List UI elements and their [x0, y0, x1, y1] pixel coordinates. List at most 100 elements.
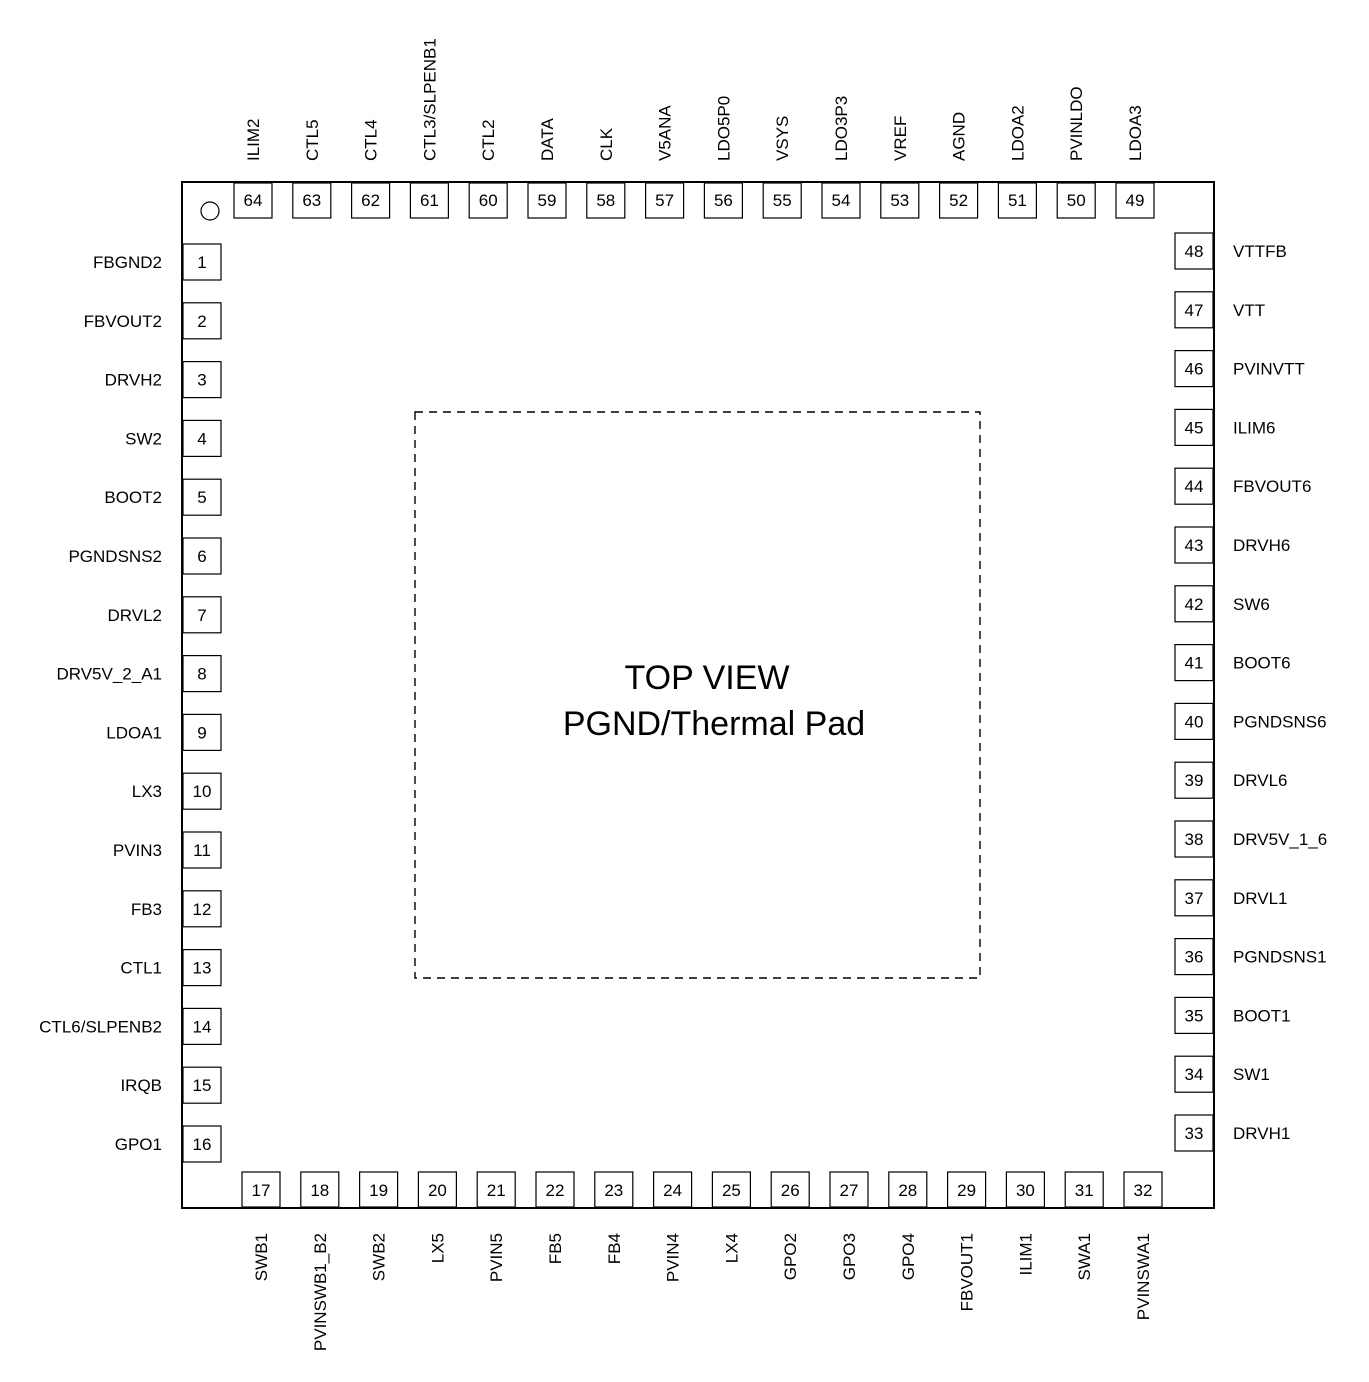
pin-name: LX4 [722, 1233, 741, 1263]
pin-name: PGNDSNS6 [1233, 712, 1327, 731]
pin-number: 6 [197, 547, 206, 566]
pin-name: VTTFB [1233, 242, 1287, 261]
pin-name: LX5 [428, 1233, 447, 1263]
pin-13: 13 CTL1 [120, 948, 222, 987]
pin-box [1174, 996, 1214, 1035]
pin-box [182, 243, 222, 281]
pin-number: 39 [1185, 771, 1204, 790]
pin-box [182, 1007, 222, 1046]
pin-name: CTL6/SLPENB2 [39, 1017, 162, 1036]
pin-number: 32 [1134, 1181, 1153, 1200]
pin-box [703, 182, 744, 219]
pin-name: GPO3 [840, 1233, 859, 1280]
pin-9: 9 LDOA1 [106, 713, 222, 752]
pin-box [1174, 350, 1214, 388]
pin-30: 30 ILIM1 [1005, 1171, 1046, 1276]
pin-number: 43 [1185, 536, 1204, 555]
pin-box [594, 1171, 634, 1208]
pin-box [1056, 182, 1096, 219]
pin-55: 55 VSYS [762, 116, 802, 219]
pin-name: DRVL6 [1233, 771, 1288, 790]
pin-number: 48 [1185, 242, 1204, 261]
pin-name: ILIM1 [1016, 1233, 1035, 1276]
pin-name: FB5 [546, 1233, 565, 1264]
pin-name: LDOA2 [1008, 105, 1027, 161]
pin-box [1174, 702, 1214, 741]
pin-number: 51 [1008, 191, 1027, 210]
pin-name: DRVL1 [1233, 889, 1288, 908]
pin-name: PVINLDO [1067, 86, 1086, 161]
pins-group: 1 FBGND2 2 FBVOUT2 3 DRVH2 4 SW2 5 BOOT2 6 PGNDSNS2… [39, 38, 1327, 1351]
pin-number: 41 [1185, 654, 1204, 673]
pin-2: 2 FBVOUT2 [84, 302, 222, 340]
pin-number: 1 [197, 253, 206, 272]
pin-number: 62 [361, 191, 380, 210]
pin-41: 41 BOOT6 [1174, 643, 1291, 682]
pin-box [1005, 1171, 1046, 1208]
pin-number: 61 [420, 191, 439, 210]
pin-number: 56 [714, 191, 733, 210]
pin-number: 23 [604, 1181, 623, 1200]
pin-box [292, 182, 332, 219]
pin-box [770, 1171, 810, 1208]
pin-box [1174, 232, 1214, 270]
pin-box [1174, 408, 1214, 446]
pin-62: 62 CTL4 [351, 119, 391, 219]
pin-box [241, 1171, 281, 1208]
pin-name: GPO1 [115, 1135, 162, 1154]
pin-name: PVIN3 [113, 841, 162, 860]
pin-58: 58 CLK [586, 127, 626, 219]
pin-number: 22 [546, 1181, 565, 1200]
pin-name: CTL5 [303, 119, 322, 161]
pin-name: SW1 [1233, 1065, 1270, 1084]
pin-number: 44 [1185, 477, 1204, 496]
pin-box [300, 1171, 340, 1208]
pin-name: PGNDSNS2 [68, 547, 162, 566]
pin-box [182, 772, 222, 810]
pin-name: FBVOUT1 [958, 1233, 977, 1311]
pin-name: DRV5V_1_6 [1233, 830, 1327, 849]
pin-number: 25 [722, 1181, 741, 1200]
pin-name: CTL3/SLPENB1 [420, 38, 439, 161]
pin-name: CTL1 [120, 959, 162, 978]
pin-number: 47 [1185, 301, 1204, 320]
pin-11: 11 PVIN3 [113, 831, 222, 869]
pin-number: 16 [193, 1135, 212, 1154]
pin-number: 34 [1185, 1065, 1204, 1084]
pin-name: DRVH1 [1233, 1124, 1290, 1143]
pin-name: LDOA3 [1126, 105, 1145, 161]
pin-name: LX3 [132, 782, 162, 801]
center-title: TOP VIEW [624, 659, 789, 697]
pin-35: 35 BOOT1 [1174, 996, 1291, 1035]
pin-box [821, 182, 861, 219]
pin-name: DRV5V_2_A1 [56, 665, 162, 684]
pin-name: VSYS [773, 116, 792, 161]
pin-22: 22 FB5 [535, 1171, 575, 1264]
pin-42: 42 SW6 [1174, 585, 1270, 623]
pin-56: 56 LDO5P0 [703, 96, 744, 219]
pin-27: 27 GPO3 [829, 1171, 869, 1280]
pin-number: 11 [193, 841, 211, 860]
pin-box [1064, 1171, 1104, 1208]
pin-number: 15 [193, 1076, 212, 1095]
pin-number: 46 [1185, 360, 1204, 379]
pin-box [1174, 1055, 1214, 1093]
pin-57: 57 V5ANA [644, 105, 685, 219]
pin-64: 64 ILIM2 [233, 118, 273, 219]
pin-box [644, 182, 685, 219]
pin-59: 59 DATA [527, 118, 567, 219]
pin-number: 5 [197, 488, 206, 507]
pin-box [233, 182, 273, 219]
pin-51: 51 LDOA2 [997, 105, 1038, 219]
pin-name: VREF [891, 116, 910, 161]
pin-name: FB4 [605, 1233, 624, 1264]
pin-number: 49 [1126, 191, 1145, 210]
pin-name: SWB1 [252, 1233, 271, 1281]
pin-box [829, 1171, 869, 1208]
pin-number: 26 [781, 1181, 800, 1200]
pin-name: SWB2 [370, 1233, 389, 1281]
pin-number: 57 [655, 191, 674, 210]
pin-name: SW2 [125, 429, 162, 448]
pin-box [182, 948, 222, 987]
